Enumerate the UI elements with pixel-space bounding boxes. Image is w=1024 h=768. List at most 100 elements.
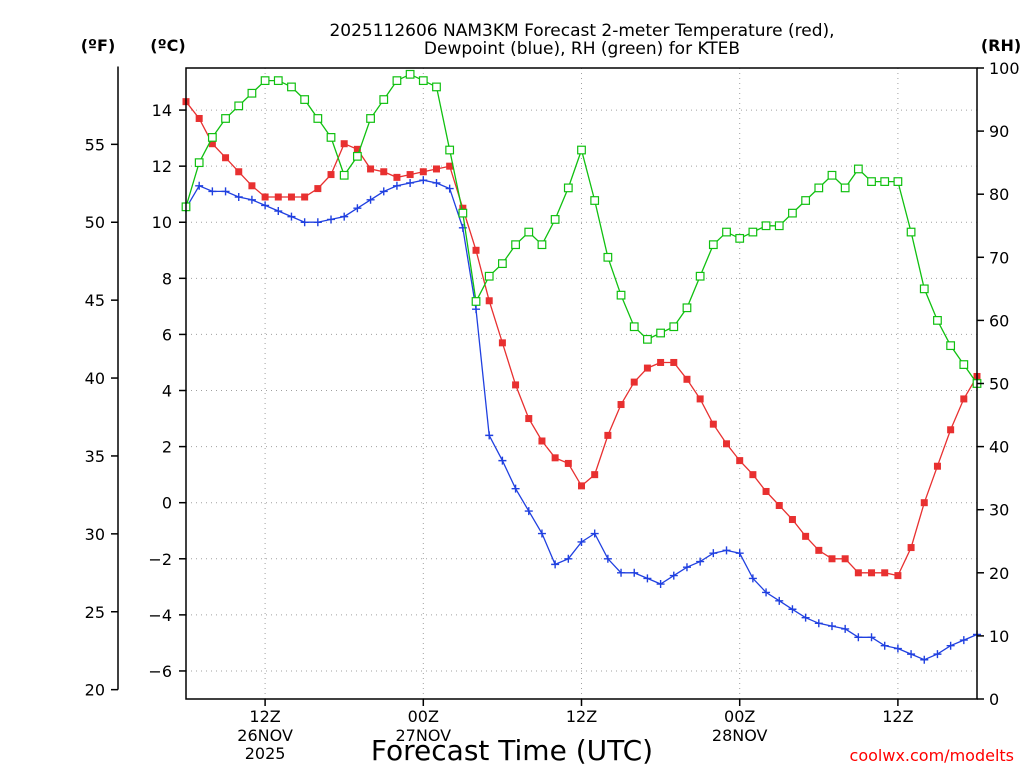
data-point xyxy=(537,529,546,538)
data-point xyxy=(696,395,704,403)
data-point xyxy=(761,221,771,231)
data-point xyxy=(327,215,336,224)
data-point xyxy=(591,471,599,479)
data-point xyxy=(881,569,889,577)
data-point xyxy=(907,544,915,552)
series-rh xyxy=(181,69,982,388)
fahrenheit-tick-label: 35 xyxy=(85,447,105,466)
celsius-tick-label: −2 xyxy=(148,550,172,569)
celsius-tick-label: 6 xyxy=(162,325,172,344)
data-point xyxy=(406,171,414,179)
data-point xyxy=(313,218,322,227)
time-tick-label: 00Z xyxy=(724,707,755,726)
date-label: 28NOV xyxy=(712,726,768,745)
data-point xyxy=(802,532,810,540)
data-point xyxy=(853,164,863,174)
rh-tick-label: 70 xyxy=(989,248,1009,267)
data-point xyxy=(762,487,770,495)
x-axis-label: Forecast Time (UTC) xyxy=(371,734,653,767)
time-tick-label: 12Z xyxy=(882,707,913,726)
data-point xyxy=(603,554,612,563)
data-point xyxy=(405,69,415,79)
data-point xyxy=(194,158,204,168)
data-point xyxy=(393,173,401,181)
data-point xyxy=(788,208,797,218)
data-point xyxy=(248,182,256,190)
data-point xyxy=(379,187,388,196)
data-point xyxy=(696,557,705,566)
celsius-tick-label: −4 xyxy=(148,606,172,625)
data-point xyxy=(906,227,916,237)
chart-subtitle: Dewpoint (blue), RH (green) for KTEB xyxy=(424,39,740,59)
data-point xyxy=(261,201,270,210)
data-point xyxy=(432,165,440,173)
data-point xyxy=(300,218,309,227)
data-point xyxy=(630,378,638,386)
data-point xyxy=(617,568,626,577)
data-point xyxy=(367,165,375,173)
data-point xyxy=(723,440,731,448)
data-point xyxy=(854,569,862,577)
date-label: 26NOV xyxy=(237,726,293,745)
data-point xyxy=(234,101,244,111)
data-point xyxy=(867,177,876,186)
data-point xyxy=(314,185,322,193)
data-point xyxy=(472,246,480,254)
data-point xyxy=(207,133,217,142)
rh-tick-label: 90 xyxy=(989,122,1009,141)
rh-tick-label: 30 xyxy=(989,501,1009,520)
data-point xyxy=(472,305,481,314)
time-tick-label: 00Z xyxy=(408,707,439,726)
data-point xyxy=(960,395,968,403)
fahrenheit-tick-label: 30 xyxy=(85,525,105,544)
celsius-tick-label: −6 xyxy=(148,662,172,681)
data-point xyxy=(485,431,494,440)
data-point xyxy=(484,271,494,281)
data-point xyxy=(893,177,903,186)
data-point xyxy=(392,76,402,86)
data-point xyxy=(485,297,493,305)
data-point xyxy=(814,619,823,628)
data-point xyxy=(736,457,744,465)
data-point xyxy=(919,284,929,294)
data-point xyxy=(353,145,361,153)
data-point xyxy=(459,204,467,212)
celsius-tick-label: 14 xyxy=(152,101,172,120)
data-point xyxy=(933,650,942,659)
data-point xyxy=(221,187,230,196)
data-point xyxy=(814,183,824,193)
data-point xyxy=(722,227,731,237)
time-tick-label: 12Z xyxy=(566,707,597,726)
data-point xyxy=(471,297,481,306)
chart-title: 2025112606 NAM3KM Forecast 2-meter Tempe… xyxy=(329,21,834,41)
data-point xyxy=(603,252,613,262)
data-point xyxy=(524,227,534,237)
data-point xyxy=(445,145,455,155)
rh-unit-label: (RH) xyxy=(981,36,1021,55)
fahrenheit-unit-label: (ºF) xyxy=(81,36,116,55)
data-point xyxy=(287,193,295,201)
data-point xyxy=(867,633,876,642)
data-point xyxy=(419,168,427,176)
data-point xyxy=(656,328,665,338)
data-point xyxy=(366,195,375,204)
data-point xyxy=(564,554,573,563)
data-point xyxy=(683,375,691,383)
data-point xyxy=(446,162,454,170)
data-point xyxy=(616,290,626,300)
data-point xyxy=(247,88,257,98)
data-point xyxy=(511,240,520,250)
data-point xyxy=(247,195,256,204)
data-point xyxy=(920,499,928,507)
data-point xyxy=(379,95,389,104)
data-point xyxy=(511,484,520,493)
data-point xyxy=(300,95,310,104)
celsius-unit-label: (ºC) xyxy=(150,36,185,55)
data-point xyxy=(498,339,506,347)
celsius-tick-label: 10 xyxy=(152,213,172,232)
data-point xyxy=(868,569,876,577)
data-point xyxy=(735,233,745,243)
data-point xyxy=(815,546,823,554)
date-label: 27NOV xyxy=(396,726,452,745)
grid-lines xyxy=(186,68,977,699)
